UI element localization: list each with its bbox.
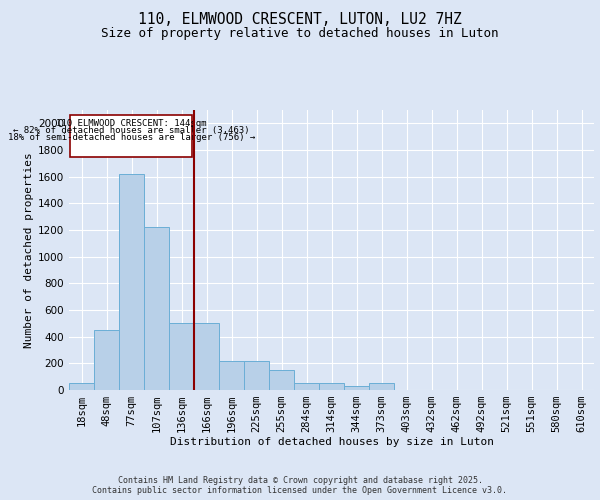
Bar xyxy=(194,324,219,390)
Bar xyxy=(244,362,269,390)
Text: 110, ELMWOOD CRESCENT, LUTON, LU2 7HZ: 110, ELMWOOD CRESCENT, LUTON, LU2 7HZ xyxy=(138,12,462,28)
Bar xyxy=(94,330,119,390)
Text: Size of property relative to detached houses in Luton: Size of property relative to detached ho… xyxy=(101,28,499,40)
Text: 110 ELMWOOD CRESCENT: 144sqm: 110 ELMWOOD CRESCENT: 144sqm xyxy=(56,120,206,128)
Bar xyxy=(319,384,344,390)
Y-axis label: Number of detached properties: Number of detached properties xyxy=(24,152,34,348)
Bar xyxy=(369,382,394,390)
Bar xyxy=(144,228,169,390)
Text: Contains HM Land Registry data © Crown copyright and database right 2025.
Contai: Contains HM Land Registry data © Crown c… xyxy=(92,476,508,495)
Text: 18% of semi-detached houses are larger (756) →: 18% of semi-detached houses are larger (… xyxy=(7,132,255,141)
Bar xyxy=(169,324,194,390)
Bar xyxy=(269,370,294,390)
Bar xyxy=(294,384,319,390)
Bar xyxy=(69,384,94,390)
Bar xyxy=(119,174,144,390)
X-axis label: Distribution of detached houses by size in Luton: Distribution of detached houses by size … xyxy=(170,436,493,446)
Text: ← 82% of detached houses are smaller (3,463): ← 82% of detached houses are smaller (3,… xyxy=(13,126,250,135)
Bar xyxy=(219,362,244,390)
Bar xyxy=(344,386,369,390)
Bar xyxy=(70,116,192,158)
